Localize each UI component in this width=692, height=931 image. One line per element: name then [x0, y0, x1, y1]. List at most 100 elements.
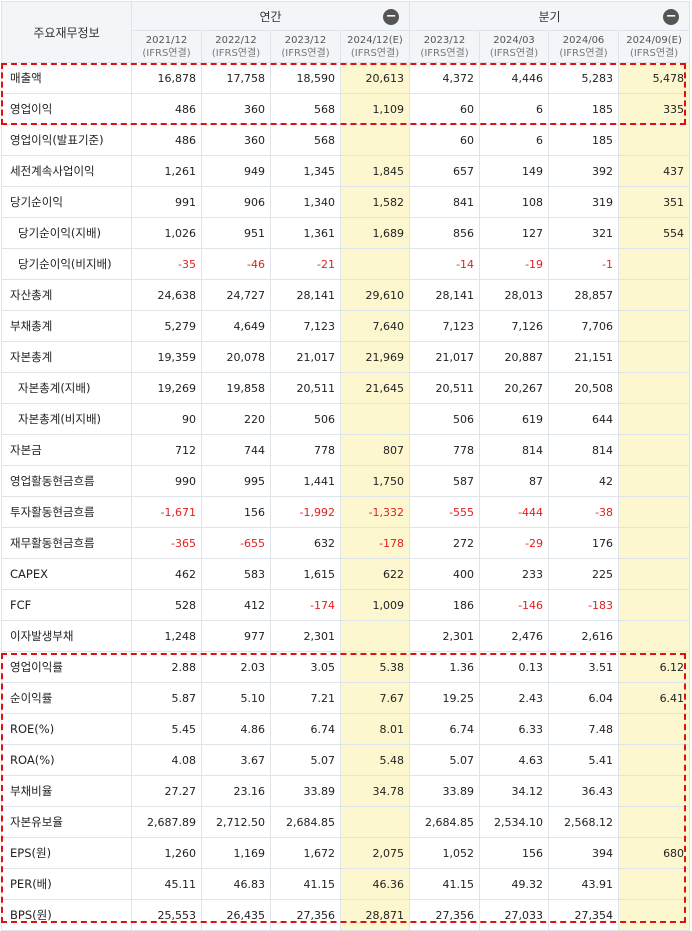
row-label: 부채총계 [1, 310, 132, 342]
table-row: FCF 528 412 -174 1,009 186 -146 -183 [1, 589, 691, 621]
value-cell: 60 [409, 124, 481, 156]
value-cell: -1,671 [131, 496, 202, 528]
value-cell: 90 [131, 403, 202, 435]
value-cell: 814 [479, 434, 550, 466]
value-cell: 2,476 [479, 620, 550, 652]
value-cell: -46 [201, 248, 271, 280]
period-date: 2024/03 [493, 34, 535, 46]
period-header: 2022/12 (IFRS연결) [201, 30, 271, 63]
value-cell: 27,354 [548, 899, 620, 931]
value-cell: 24,638 [131, 279, 202, 311]
value-cell: 21,017 [409, 341, 481, 373]
value-cell [339, 806, 411, 838]
value-cell: -19 [479, 248, 550, 280]
table-row: 부채총계 5,279 4,649 7,123 7,640 7,123 7,126 7,706 [1, 310, 691, 342]
value-cell: 26,435 [201, 899, 271, 931]
corner-header: 주요재무정보 [1, 1, 132, 63]
value-cell: 6.12 [618, 651, 691, 683]
value-cell: 778 [270, 434, 341, 466]
value-cell: 2,075 [339, 837, 411, 869]
table-row: 자본총계(지배) 19,269 19,858 20,511 21,645 20,511 20… [1, 372, 691, 404]
period-basis: (IFRS연결) [420, 47, 469, 59]
value-cell [618, 899, 691, 931]
table-row: 매출액 16,878 17,758 18,590 20,613 4,372 4,446 5,2… [1, 62, 691, 94]
value-cell: 3.51 [548, 651, 620, 683]
value-cell: 856 [409, 217, 481, 249]
value-cell [618, 403, 691, 435]
value-cell: 4.63 [479, 744, 550, 776]
value-cell: 506 [270, 403, 341, 435]
value-cell: 20,078 [201, 341, 271, 373]
value-cell [618, 713, 691, 745]
value-cell [618, 496, 691, 528]
value-cell: 1,109 [339, 93, 411, 125]
period-date: 2024/12(E) [347, 34, 403, 46]
value-cell: 5.10 [201, 682, 271, 714]
value-cell: 34.78 [339, 775, 411, 807]
period-basis: (IFRS연결) [350, 47, 400, 59]
table-row: 이자발생부채 1,248 977 2,301 2,301 2,476 2,616 [1, 620, 691, 652]
table-row: 당기순이익(비지배) -35 -46 -21 -14 -19 -1 [1, 248, 691, 280]
value-cell: 7.48 [548, 713, 620, 745]
table-row: 영업이익(발표기준) 486 360 568 60 6 185 [1, 124, 691, 156]
period-header: 2023/12 (IFRS연결) [270, 30, 341, 63]
value-cell: -1,332 [339, 496, 411, 528]
value-cell: 49.32 [479, 868, 550, 900]
row-label: 자본총계(비지배) [1, 403, 132, 435]
period-date: 2024/09(E) [626, 34, 682, 46]
value-cell: 1,340 [270, 186, 341, 218]
value-cell: 744 [201, 434, 271, 466]
value-cell: 18,590 [270, 62, 341, 94]
value-cell: 27.27 [131, 775, 202, 807]
value-cell: 1,845 [339, 155, 411, 187]
quarter-group-header: 분기 − [409, 1, 691, 31]
value-cell: 7,640 [339, 310, 411, 342]
value-cell: 841 [409, 186, 481, 218]
value-cell [618, 279, 691, 311]
value-cell [618, 341, 691, 373]
value-cell: 20,511 [409, 372, 481, 404]
value-cell: 7,123 [270, 310, 341, 342]
value-cell: -444 [479, 496, 550, 528]
table-row: 영업활동현금흐름 990 995 1,441 1,750 587 87 42 [1, 465, 691, 497]
value-cell: 5,478 [618, 62, 691, 94]
table-row: CAPEX 462 583 1,615 622 400 233 225 [1, 558, 691, 590]
value-cell: 632 [270, 527, 341, 559]
value-cell: 1,248 [131, 620, 202, 652]
row-label: 영업활동현금흐름 [1, 465, 132, 497]
value-cell: 644 [548, 403, 620, 435]
period-basis: (IFRS연결) [142, 47, 191, 59]
value-cell: 20,511 [270, 372, 341, 404]
period-date: 2022/12 [215, 34, 257, 46]
value-cell [618, 744, 691, 776]
value-cell: 2,568.12 [548, 806, 620, 838]
value-cell: 46.36 [339, 868, 411, 900]
collapse-annual-icon[interactable]: − [383, 9, 400, 25]
row-label: 자산총계 [1, 279, 132, 311]
value-cell: 486 [131, 93, 202, 125]
value-cell: 1,672 [270, 837, 341, 869]
value-cell: 7.21 [270, 682, 341, 714]
value-cell [618, 124, 691, 156]
value-cell: 33.89 [270, 775, 341, 807]
value-cell: -14 [409, 248, 481, 280]
period-date: 2024/06 [562, 34, 605, 46]
value-cell: 906 [201, 186, 271, 218]
value-cell [618, 806, 691, 838]
table-row: 부채비율 27.27 23.16 33.89 34.78 33.89 34.12 36.43 [1, 775, 691, 807]
value-cell [618, 589, 691, 621]
period-header: 2024/03 (IFRS연결) [479, 30, 550, 63]
value-cell: 5,279 [131, 310, 202, 342]
value-cell: 21,017 [270, 341, 341, 373]
period-header: 2021/12 (IFRS연결) [131, 30, 202, 63]
value-cell: 5.41 [548, 744, 620, 776]
row-label: 자본유보율 [1, 806, 132, 838]
value-cell: 41.15 [270, 868, 341, 900]
value-cell: 4.08 [131, 744, 202, 776]
value-cell: 1,169 [201, 837, 271, 869]
collapse-quarter-icon[interactable]: − [663, 9, 680, 25]
value-cell: 28,141 [270, 279, 341, 311]
row-label: 세전계속사업이익 [1, 155, 132, 187]
value-cell: 1,689 [339, 217, 411, 249]
